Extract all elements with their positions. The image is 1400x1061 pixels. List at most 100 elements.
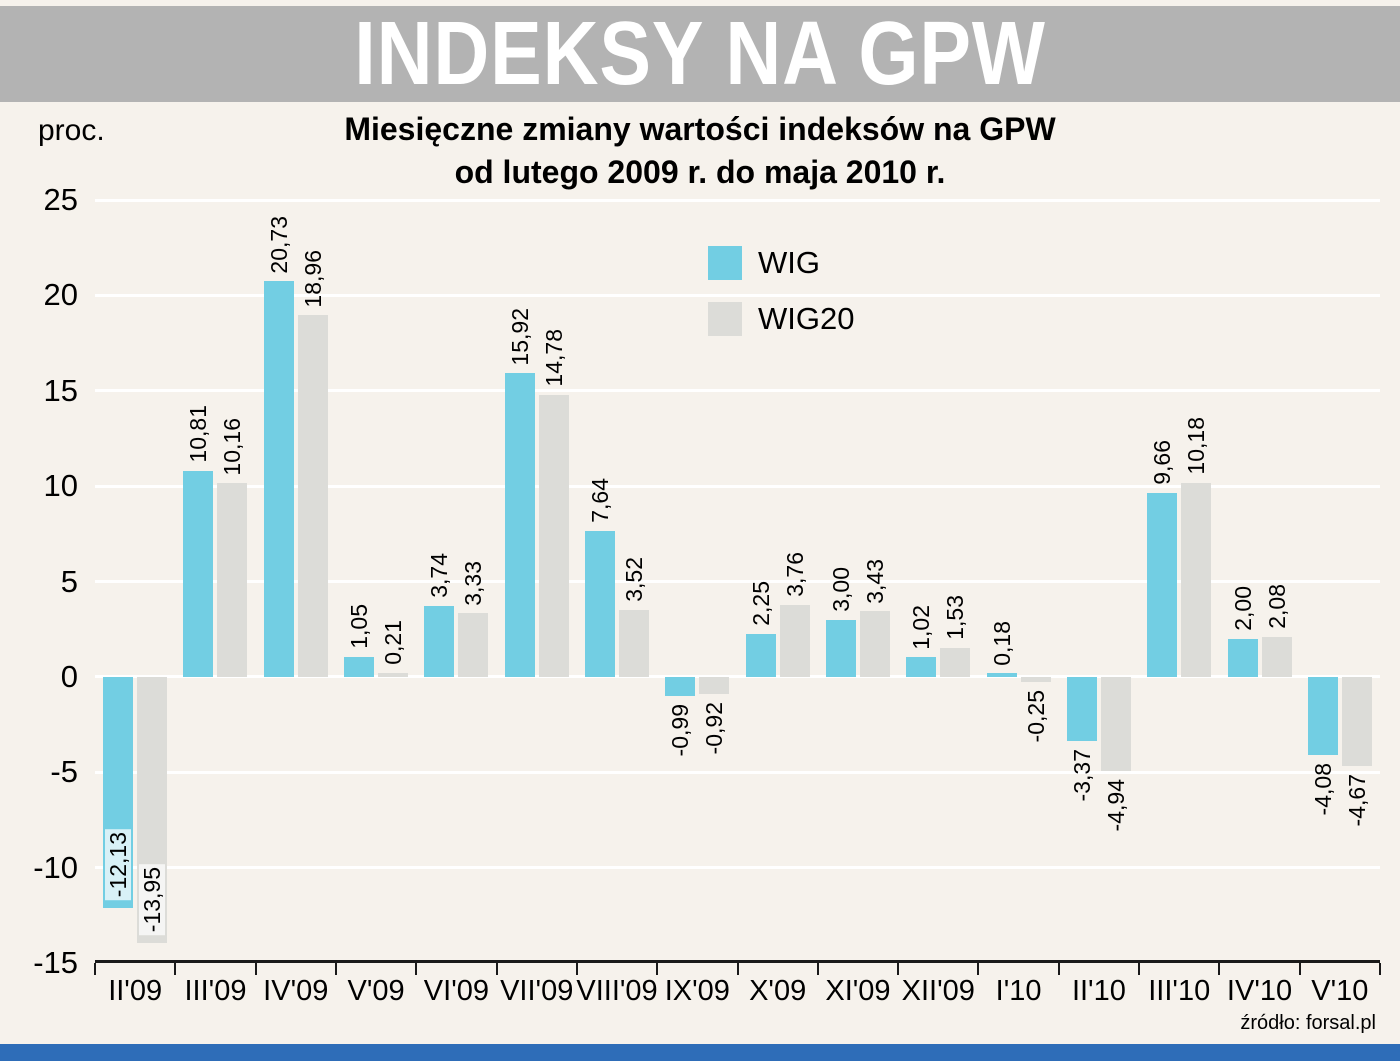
bar-wig20 bbox=[297, 315, 328, 677]
bar-wig20 bbox=[1261, 637, 1292, 677]
legend-item-wig20: WIG20 bbox=[708, 301, 854, 337]
x-axis-category-label: VII'09 bbox=[500, 975, 574, 1007]
legend-swatch-wig bbox=[708, 246, 742, 280]
bar-value-label: 15,92 bbox=[506, 307, 533, 366]
x-axis-tick bbox=[1218, 963, 1221, 975]
x-axis-category-label: VIII'09 bbox=[576, 975, 658, 1007]
x-axis-tick bbox=[1138, 963, 1141, 975]
bar-value-label: 3,33 bbox=[460, 560, 487, 606]
bar-value-label: 2,25 bbox=[747, 581, 774, 626]
bar-value-label: 2,00 bbox=[1229, 585, 1256, 631]
bar-value-label: 20,73 bbox=[265, 215, 292, 274]
bar-wig bbox=[986, 673, 1017, 677]
x-axis-tick bbox=[174, 963, 177, 975]
x-axis-category-label: III'09 bbox=[184, 975, 247, 1007]
bar-wig bbox=[344, 656, 375, 677]
bar-wig bbox=[504, 373, 535, 677]
y-axis-tick-label: 15 bbox=[43, 372, 78, 408]
bar-value-label: 1,53 bbox=[942, 594, 969, 640]
bar-value-label: 10,18 bbox=[1183, 417, 1210, 475]
x-axis-tick bbox=[1379, 963, 1381, 975]
bar-wig20 bbox=[1181, 482, 1212, 677]
x-axis-tick bbox=[334, 963, 337, 975]
bar-wig bbox=[585, 531, 616, 677]
source-credit: źródło: forsal.pl bbox=[1240, 1012, 1376, 1034]
bar-value-label: -4,94 bbox=[1102, 779, 1129, 832]
x-axis-category-label: II'10 bbox=[1071, 975, 1126, 1007]
bar-wig20 bbox=[699, 676, 730, 695]
y-axis-tick-label: -5 bbox=[50, 754, 78, 790]
bar-wig20 bbox=[619, 609, 650, 677]
bar-value-label: 18,96 bbox=[299, 249, 326, 308]
bar-value-label: 10,16 bbox=[219, 417, 246, 476]
bar-wig bbox=[263, 281, 294, 677]
gridline bbox=[95, 580, 1380, 583]
bar-wig20 bbox=[779, 605, 810, 677]
chart-title-line2: od lutego 2009 r. do maja 2010 r. bbox=[454, 154, 946, 190]
gridline bbox=[95, 675, 1380, 679]
bar-wig bbox=[1307, 676, 1338, 755]
bar-wig20 bbox=[217, 483, 248, 677]
bar-value-label: -0,25 bbox=[1022, 689, 1049, 743]
bar-wig20 bbox=[940, 647, 971, 677]
x-axis-category-label: IX'09 bbox=[664, 975, 730, 1007]
x-axis-tick bbox=[94, 963, 96, 975]
legend-label-wig20: WIG20 bbox=[758, 301, 855, 336]
x-axis-category-label: V'09 bbox=[347, 975, 405, 1007]
x-axis-category-label: V'10 bbox=[1311, 975, 1369, 1007]
bar-wig bbox=[183, 470, 214, 677]
bar-value-label: 2,08 bbox=[1263, 584, 1290, 630]
chart-title-line1: Miesięczne zmiany wartości indeksów na G… bbox=[344, 111, 1056, 147]
bar-value-label: 0,21 bbox=[380, 620, 407, 665]
y-axis-tick-label: 10 bbox=[43, 468, 78, 504]
gridline bbox=[95, 484, 1380, 488]
gridline bbox=[95, 198, 1380, 202]
bar-value-label: 3,76 bbox=[781, 552, 808, 598]
bar-wig bbox=[825, 619, 856, 677]
x-axis-tick bbox=[415, 963, 418, 975]
plot-area: II'09 -12,13 -13,95 III'09 10,81 10,16 IV'09 20… bbox=[94, 198, 1381, 1007]
x-axis-tick bbox=[495, 963, 498, 975]
bar-value-label: 10,81 bbox=[185, 405, 212, 463]
x-axis-category-label: III'10 bbox=[1148, 975, 1211, 1007]
x-axis-line bbox=[95, 960, 1380, 963]
bar-value-label: 7,64 bbox=[587, 478, 614, 524]
bar-value-label: 3,52 bbox=[621, 556, 648, 602]
bar-wig20 bbox=[538, 394, 569, 677]
bar-wig bbox=[1227, 638, 1258, 677]
gridline bbox=[95, 770, 1380, 774]
bar-value-label: 1,02 bbox=[908, 604, 935, 650]
bar-value-label: -0,92 bbox=[701, 702, 728, 755]
bar-wig bbox=[665, 676, 696, 696]
bar-value-label: 3,74 bbox=[426, 552, 453, 598]
bar-value-label: -0,99 bbox=[667, 703, 694, 757]
x-axis-tick bbox=[897, 963, 900, 975]
x-axis-tick bbox=[977, 963, 980, 975]
bar-value-label: -3,37 bbox=[1068, 749, 1095, 802]
bar-value-label: 3,00 bbox=[827, 566, 854, 612]
x-axis-tick bbox=[575, 963, 578, 975]
x-axis-category-label: VI'09 bbox=[423, 975, 489, 1007]
x-axis-tick bbox=[816, 963, 819, 975]
bar-wig bbox=[1066, 676, 1097, 742]
footer-accent-bar bbox=[0, 1044, 1400, 1061]
legend-swatch-wig20 bbox=[708, 302, 742, 336]
chart-title: Miesięczne zmiany wartości indeksów na G… bbox=[0, 108, 1400, 194]
y-axis-tick-label: 0 bbox=[60, 658, 78, 694]
y-axis-tick-label: 25 bbox=[43, 182, 78, 217]
y-axis-tick-label: -15 bbox=[33, 945, 78, 980]
y-axis-tick-label: 5 bbox=[60, 563, 78, 599]
x-axis-category-label: IV'09 bbox=[263, 975, 329, 1007]
bar-value-label: 0,18 bbox=[988, 620, 1015, 666]
bar-value-label: 14,78 bbox=[540, 329, 567, 387]
bar-wig20 bbox=[1100, 676, 1131, 772]
bar-wig20 bbox=[458, 613, 489, 677]
x-axis-category-label: XI'09 bbox=[825, 975, 891, 1007]
legend-item-wig: WIG bbox=[708, 245, 854, 281]
x-axis-category-label: XII'09 bbox=[901, 975, 975, 1007]
gridline bbox=[95, 866, 1380, 870]
x-axis-tick bbox=[1298, 963, 1301, 975]
bar-value-label: -13,95 bbox=[139, 863, 166, 935]
bar-wig20 bbox=[378, 672, 409, 677]
x-axis-category-label: I'10 bbox=[995, 975, 1042, 1007]
